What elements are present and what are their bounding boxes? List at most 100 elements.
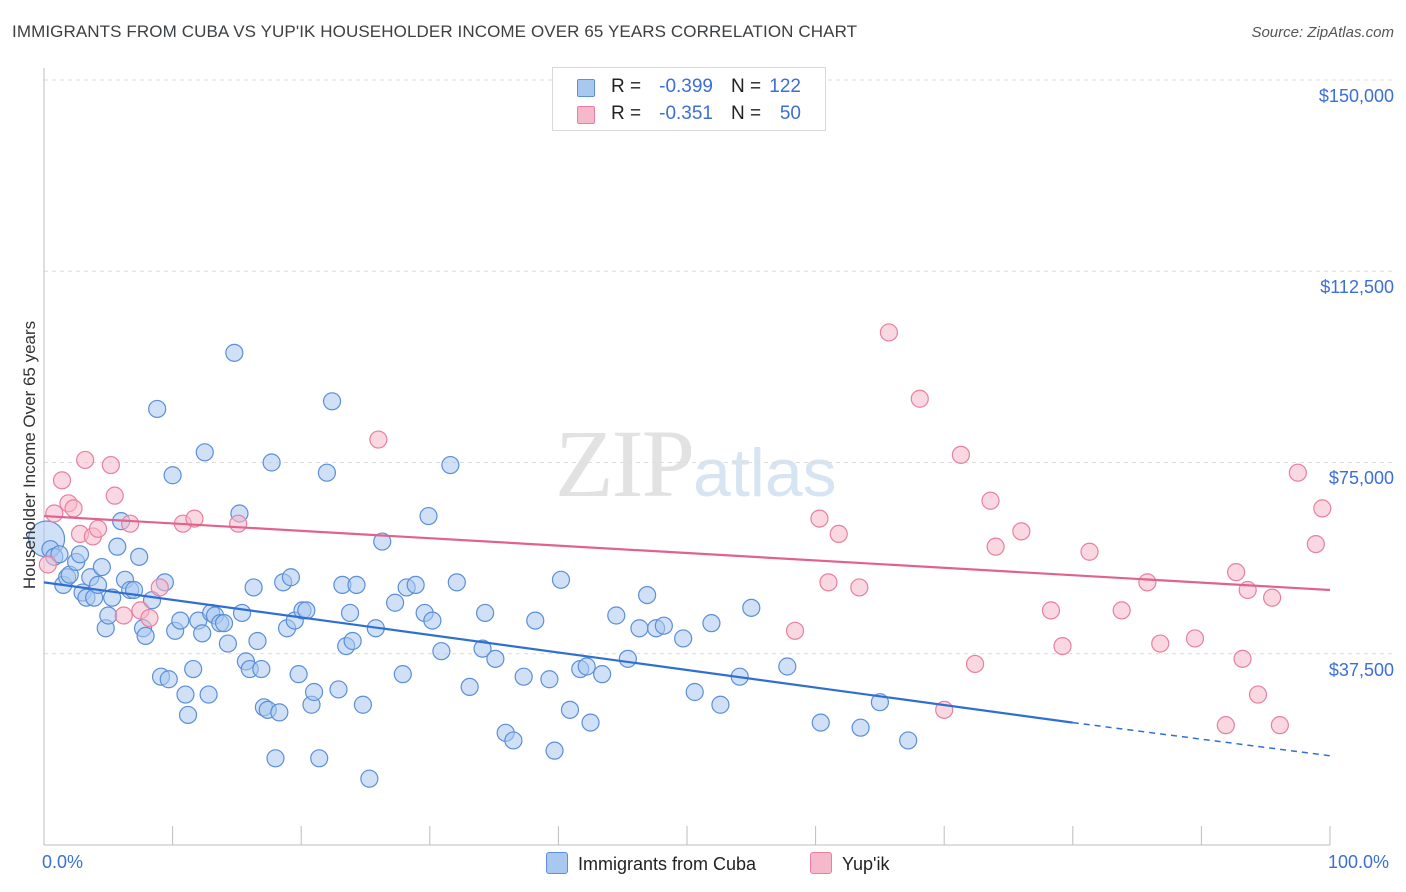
point-cuba [232, 603, 252, 623]
point-cuba [171, 611, 190, 630]
r-value: -0.399 [659, 76, 713, 97]
point-cuba [654, 616, 673, 635]
point-cuba [630, 619, 649, 638]
trend-lines [43, 514, 1331, 757]
point-cuba [70, 545, 90, 564]
point-cuba [441, 455, 460, 475]
point-cuba [593, 665, 612, 684]
watermark-zip: ZIP [555, 410, 695, 517]
point-cuba [50, 545, 69, 564]
point-cuba [702, 614, 721, 633]
point-cuba [393, 665, 412, 684]
point-cuba [130, 547, 149, 566]
watermark-atlas: atlas [693, 435, 837, 511]
point-cuba [99, 606, 118, 625]
point-yupik [45, 504, 64, 523]
point-cuba [329, 680, 348, 699]
point-yupik [1185, 629, 1205, 648]
point-yupik [965, 654, 985, 674]
point-cuba [289, 665, 308, 684]
point-yupik [140, 608, 159, 628]
point-cuba [851, 718, 870, 737]
r-label: R = [611, 76, 642, 97]
point-yupik [1288, 463, 1307, 482]
point-cuba [460, 677, 479, 697]
point-cuba [322, 392, 342, 411]
point-cuba [310, 749, 329, 768]
point-cuba [262, 453, 281, 472]
n-label: N = [731, 76, 762, 97]
point-cuba [581, 713, 600, 732]
point-cuba [244, 578, 263, 597]
y-tick-37500: $37,500 [1328, 660, 1394, 680]
point-cuba [304, 682, 324, 702]
x-label-min: 0.0% [42, 852, 84, 872]
point-cuba [218, 634, 237, 653]
zipatlas-watermark: ZIPatlas [555, 408, 837, 519]
trend-line-cuba-extension [1072, 721, 1331, 757]
point-cuba [343, 631, 362, 651]
point-yupik [1270, 716, 1289, 735]
data-points [27, 323, 1332, 788]
y-axis-title: Householder Income Over 65 years [20, 320, 39, 590]
point-cuba [674, 629, 693, 648]
point-cuba [184, 659, 203, 679]
point-yupik [1233, 649, 1252, 668]
chart-title: IMMIGRANTS FROM CUBA VS YUP'IK HOUSEHOLD… [12, 22, 858, 41]
point-cuba [545, 741, 564, 760]
point-yupik [879, 323, 899, 342]
point-cuba [317, 463, 337, 482]
legend-swatch-cuba [577, 79, 595, 97]
legend-swatch-yupik [577, 106, 595, 124]
point-yupik [1263, 588, 1282, 607]
point-cuba [266, 749, 285, 768]
point-yupik [1151, 634, 1170, 653]
stats-legend: R = -0.399 N = 122 R = -0.351 N = 50 [552, 67, 826, 131]
point-cuba [406, 575, 425, 595]
point-cuba [577, 657, 596, 676]
trend-line-cuba [43, 581, 1073, 724]
bottom-legend-cuba: Immigrants from Cuba [546, 852, 756, 875]
point-yupik [185, 509, 204, 528]
point-cuba [447, 573, 466, 592]
point-cuba [423, 611, 442, 630]
point-cuba [225, 343, 244, 362]
point-yupik [986, 537, 1005, 556]
point-cuba [504, 731, 523, 750]
point-yupik [1216, 716, 1235, 735]
point-yupik [785, 621, 805, 640]
point-cuba [193, 624, 212, 643]
n-value: 50 [779, 103, 801, 124]
point-cuba [252, 659, 271, 679]
point-yupik [910, 389, 929, 408]
point-cuba [526, 611, 545, 630]
point-cuba [214, 614, 234, 633]
point-yupik [810, 509, 829, 528]
point-yupik [1313, 499, 1332, 518]
point-cuba [551, 570, 571, 589]
point-cuba [685, 682, 704, 702]
n-value: 122 [769, 76, 801, 97]
point-cuba [136, 626, 155, 646]
point-cuba [92, 557, 111, 577]
point-cuba [340, 603, 360, 623]
point-cuba [360, 769, 379, 788]
point-cuba [108, 537, 127, 556]
bottom-legend-yupik: Yup'ik [810, 852, 889, 875]
point-cuba [638, 585, 657, 605]
point-cuba [159, 670, 178, 689]
point-yupik [229, 514, 248, 533]
point-yupik [951, 445, 971, 464]
point-cuba [353, 695, 373, 714]
point-yupik [52, 471, 72, 490]
point-cuba [148, 399, 167, 419]
point-cuba [778, 657, 797, 676]
point-yupik [1306, 534, 1325, 554]
point-cuba [432, 642, 451, 661]
point-cuba [199, 685, 218, 704]
point-yupik [1080, 542, 1099, 561]
grid-lines [44, 79, 1395, 655]
point-yupik [121, 514, 140, 533]
point-yupik [1012, 522, 1031, 541]
point-cuba [163, 466, 182, 485]
